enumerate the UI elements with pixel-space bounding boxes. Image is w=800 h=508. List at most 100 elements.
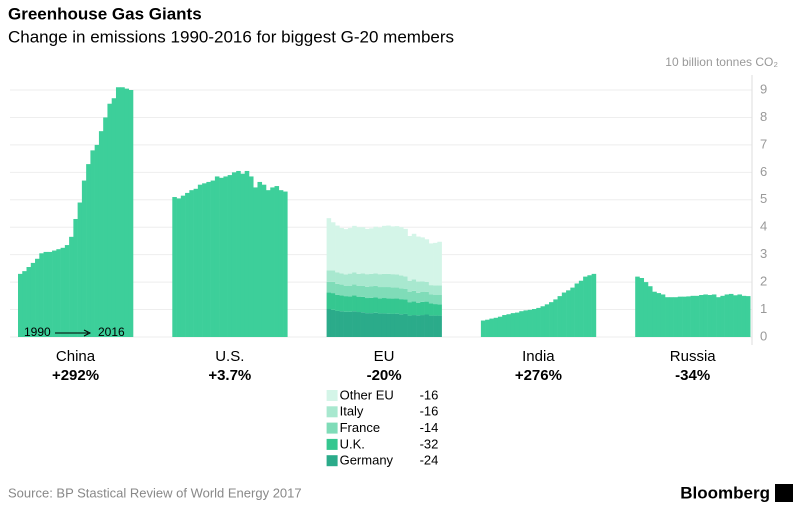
bar xyxy=(81,180,87,337)
bar xyxy=(394,313,400,337)
bar xyxy=(711,294,717,337)
bar xyxy=(240,173,246,337)
bar xyxy=(686,296,691,337)
bar xyxy=(64,245,70,337)
bar xyxy=(381,225,387,274)
bar xyxy=(364,228,370,275)
bar xyxy=(347,273,353,286)
bar xyxy=(248,176,254,337)
bar xyxy=(497,316,503,337)
bar xyxy=(394,274,400,288)
bar xyxy=(682,296,687,337)
bar xyxy=(343,229,349,275)
bar xyxy=(480,320,486,337)
bar xyxy=(369,228,374,274)
bar xyxy=(223,176,228,337)
bar xyxy=(399,299,404,315)
bar xyxy=(369,286,374,298)
bar xyxy=(587,275,592,337)
bar xyxy=(536,307,541,337)
bar xyxy=(98,131,104,337)
bar xyxy=(352,225,357,273)
bar xyxy=(339,273,344,285)
bar xyxy=(39,253,44,337)
bar xyxy=(665,297,670,337)
bar xyxy=(502,315,507,337)
bar xyxy=(428,243,434,286)
bar xyxy=(394,298,400,314)
bar xyxy=(35,258,40,337)
bar xyxy=(390,287,396,299)
bar xyxy=(403,288,408,300)
bar xyxy=(411,290,417,302)
bar xyxy=(428,303,434,316)
panel-label: EU xyxy=(374,348,395,365)
bar xyxy=(73,218,78,337)
panel-change: -20% xyxy=(367,367,402,384)
bar xyxy=(86,164,91,337)
bar xyxy=(18,273,23,337)
chart-subtitle: Change in emissions 1990-2016 for bigges… xyxy=(8,27,454,46)
bar xyxy=(377,298,383,314)
bar xyxy=(527,309,533,337)
bar xyxy=(330,281,336,294)
bar xyxy=(352,284,357,296)
bar xyxy=(339,228,344,274)
legend-value: -32 xyxy=(420,436,439,451)
bar xyxy=(180,195,186,337)
bar xyxy=(339,284,344,296)
bar xyxy=(377,274,383,288)
bar xyxy=(394,287,400,299)
bar xyxy=(369,297,374,314)
bar xyxy=(407,302,413,316)
legend-value: -24 xyxy=(420,453,439,468)
bar xyxy=(339,295,344,312)
bar xyxy=(197,184,203,337)
bar xyxy=(335,294,340,311)
bar xyxy=(326,292,332,310)
panel-label: Russia xyxy=(670,348,717,365)
bar xyxy=(373,312,379,337)
bar xyxy=(433,242,438,286)
bar xyxy=(707,295,713,337)
bar xyxy=(26,267,32,337)
bar xyxy=(745,296,751,337)
bar xyxy=(399,227,404,276)
bar xyxy=(352,272,357,285)
bar xyxy=(652,291,657,337)
bar xyxy=(373,273,379,286)
bar xyxy=(52,250,57,337)
bar xyxy=(647,286,653,337)
y-axis-label: 10 billion tonnes CO₂ xyxy=(665,55,778,69)
legend-swatch xyxy=(326,406,338,418)
bar xyxy=(424,291,430,302)
bar xyxy=(30,262,36,337)
legend-value: -16 xyxy=(420,404,439,419)
bar xyxy=(343,296,349,312)
bar xyxy=(424,239,430,282)
y-tick-label: 8 xyxy=(760,109,767,124)
bar xyxy=(420,237,425,282)
legend-swatch xyxy=(326,422,338,434)
bar xyxy=(557,296,563,337)
bar xyxy=(549,302,554,337)
y-tick-label: 9 xyxy=(760,81,767,96)
bar xyxy=(399,275,404,289)
bar xyxy=(330,270,336,282)
bar xyxy=(335,310,340,337)
bar xyxy=(343,274,349,286)
bar xyxy=(236,170,241,337)
bar xyxy=(56,249,61,337)
bar xyxy=(377,287,383,299)
bar xyxy=(360,227,366,274)
bar xyxy=(574,283,580,337)
legend-label: Other EU xyxy=(340,387,394,402)
bar xyxy=(244,170,250,337)
bar xyxy=(433,315,438,337)
bar xyxy=(411,279,417,291)
legend-label: Italy xyxy=(340,404,364,419)
bar xyxy=(485,319,490,337)
bar xyxy=(716,297,721,337)
bar xyxy=(364,286,370,299)
